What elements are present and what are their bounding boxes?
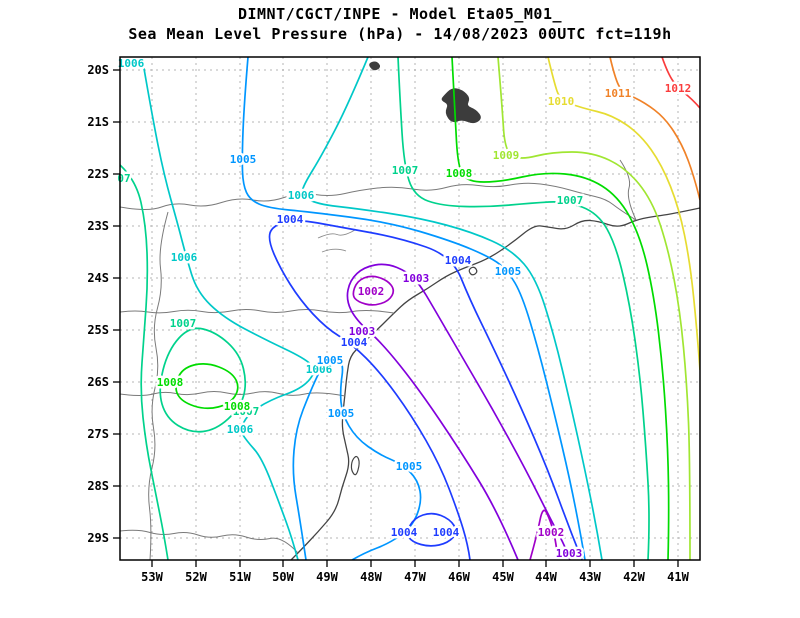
contour-label-1006: 1006 — [306, 363, 333, 376]
contour-label-1007: 1007 — [233, 405, 260, 418]
contour-line-1005 — [292, 357, 422, 560]
axis-label-lat: 28S — [87, 479, 109, 493]
axis-label-lon: 46W — [448, 570, 470, 584]
contour-line-1011 — [609, 57, 700, 201]
basemap-layer — [120, 61, 700, 560]
axis-label-lon: 47W — [404, 570, 426, 584]
state-border — [120, 529, 299, 554]
axis-layer: 53W 52W 51W 50W 49W 48W 47W 46W 45W 44W 43W 42W 41W 2… — [87, 56, 701, 584]
lake — [441, 88, 481, 124]
axis-label-lon: 45W — [492, 570, 514, 584]
contour-label-1007: 1007 — [557, 194, 584, 207]
map-title-line2: Sea Mean Level Pressure (hPa) - 14/08/20… — [128, 25, 672, 43]
contour-line-1008 — [451, 57, 670, 560]
contour-label-1003: 1003 — [349, 325, 376, 338]
axis-label-lat: 22S — [87, 167, 109, 181]
contour-label-1006: 1006 — [171, 251, 198, 264]
axis-label-lat: 27S — [87, 427, 109, 441]
plot-border — [119, 56, 701, 561]
contour-label-1011: 1011 — [605, 87, 632, 100]
grid-layer — [120, 57, 700, 560]
axis-label-lon: 44W — [535, 570, 557, 584]
coastline — [290, 207, 700, 560]
axis-label-lon: 50W — [272, 570, 294, 584]
contour-label-1004: 1004 — [391, 526, 418, 539]
contour-line-1004 — [406, 512, 457, 547]
contour-line-1002 — [352, 275, 395, 306]
contour-label-1005: 1005 — [328, 407, 355, 420]
axis-label-lat: 21S — [87, 115, 109, 129]
river — [321, 248, 347, 253]
contour-line-1003 — [346, 263, 571, 560]
contour-label-1005: 1005 — [317, 354, 344, 367]
contour-line-1010 — [547, 57, 700, 371]
contour-label-1010: 1010 — [548, 95, 575, 108]
contour-label-1008: 1008 — [446, 167, 473, 180]
contour-line-1012 — [661, 57, 700, 109]
contour-label-1007: 1007 — [392, 164, 419, 177]
contour-label-1005: 1005 — [230, 153, 257, 166]
axis-label-lat: 20S — [87, 63, 109, 77]
axis-label-lat: 23S — [87, 219, 109, 233]
contour-label-1012: 1012 — [665, 82, 692, 95]
contour-label-1006: 1006 — [118, 57, 145, 70]
state-border — [120, 309, 395, 314]
axis-label-lon: 42W — [623, 570, 645, 584]
island — [350, 455, 360, 476]
contour-label-1009: 1009 — [493, 149, 520, 162]
contour-label-1008: 1008 — [224, 400, 251, 413]
axis-label-lon: 51W — [229, 570, 251, 584]
contour-line-1007 — [120, 164, 169, 560]
contour-line-1006 — [301, 57, 603, 560]
contour-label-1002: 1002 — [538, 526, 565, 539]
island — [468, 266, 478, 276]
axis-label-lon: 53W — [141, 570, 163, 584]
contour-label-1006: 1006 — [288, 189, 315, 202]
contour-label-1002: 1002 — [358, 285, 385, 298]
contour-line-1009 — [497, 57, 691, 560]
contour-label-1004: 1004 — [445, 254, 472, 267]
contour-line-1004 — [268, 220, 583, 560]
map-title-line1: DIMNT/CGCT/INPE - Model Eta05_M01_ — [237, 5, 563, 23]
axis-label-lat: 25S — [87, 323, 109, 337]
axis-label-lat: 29S — [87, 531, 109, 545]
state-border — [120, 182, 637, 221]
contour-label-1005: 1005 — [495, 265, 522, 278]
lake — [369, 61, 381, 71]
contour-layer — [120, 57, 700, 560]
map-header: DIMNT/CGCT/INPE - Model Eta05_M01_ Sea M… — [0, 4, 800, 44]
axis-label-lon: 49W — [316, 570, 338, 584]
contour-label-1003: 1003 — [556, 547, 583, 560]
contour-line-1006 — [141, 57, 315, 560]
contour-line-1007 — [159, 327, 247, 433]
state-border — [148, 211, 169, 560]
contour-label-1007: 1007 — [170, 317, 197, 330]
contour-label-1006: 1006 — [227, 423, 254, 436]
contour-label-1004: 1004 — [433, 526, 460, 539]
contour-label-1004: 1004 — [277, 213, 304, 226]
axis-label-lon: 52W — [185, 570, 207, 584]
axis-label-lon: 48W — [360, 570, 382, 584]
contour-line-1007 — [397, 57, 650, 560]
axis-label-lon: 43W — [579, 570, 601, 584]
axis-label-lon: 41W — [667, 570, 689, 584]
river — [317, 229, 356, 239]
contour-label-1005: 1005 — [396, 460, 423, 473]
contour-line-1002 — [529, 509, 559, 560]
contour-label-1004: 1004 — [341, 336, 368, 349]
contour-line-1005 — [241, 57, 586, 560]
contour-label-layer: 0710061006100610061005100510051005100510… — [115, 55, 694, 563]
contour-line-1008 — [175, 363, 239, 410]
axis-label-lat: 24S — [87, 271, 109, 285]
contour-label-1003: 1003 — [403, 272, 430, 285]
axis-label-lat: 26S — [87, 375, 109, 389]
contour-label-1008: 1008 — [157, 376, 184, 389]
